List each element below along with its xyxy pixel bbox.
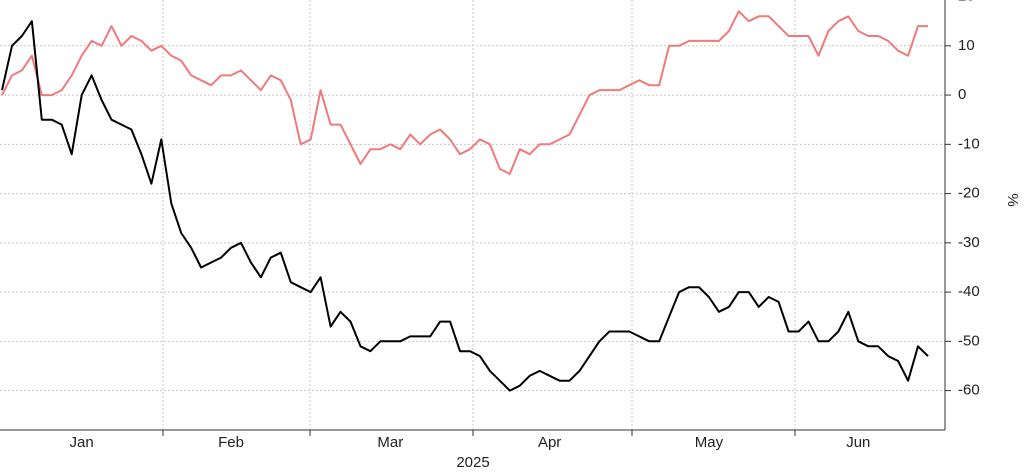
series-line bbox=[1, 20, 929, 392]
x-tick-label: Jan bbox=[70, 434, 94, 451]
series-line bbox=[1, 10, 928, 175]
y-tick-label: 0 bbox=[958, 86, 966, 103]
x-tick-label: Feb bbox=[218, 434, 244, 451]
x-axis-label: 2025 bbox=[456, 454, 489, 471]
y-tick-label: 20 bbox=[958, 0, 975, 5]
y-axis-label: % bbox=[1004, 193, 1021, 206]
y-tick-label: -20 bbox=[958, 185, 980, 202]
y-tick-label: -60 bbox=[958, 382, 980, 399]
y-tick-label: 10 bbox=[958, 37, 975, 54]
y-tick-label: -50 bbox=[958, 332, 980, 349]
x-tick-label: Mar bbox=[377, 434, 403, 451]
y-tick-label: -40 bbox=[958, 283, 980, 300]
y-tick-label: -30 bbox=[958, 234, 980, 251]
x-tick-label: May bbox=[695, 434, 724, 451]
x-tick-label: Jun bbox=[846, 434, 870, 451]
y-tick-label: -10 bbox=[958, 135, 980, 152]
x-tick-label: Apr bbox=[538, 434, 561, 451]
